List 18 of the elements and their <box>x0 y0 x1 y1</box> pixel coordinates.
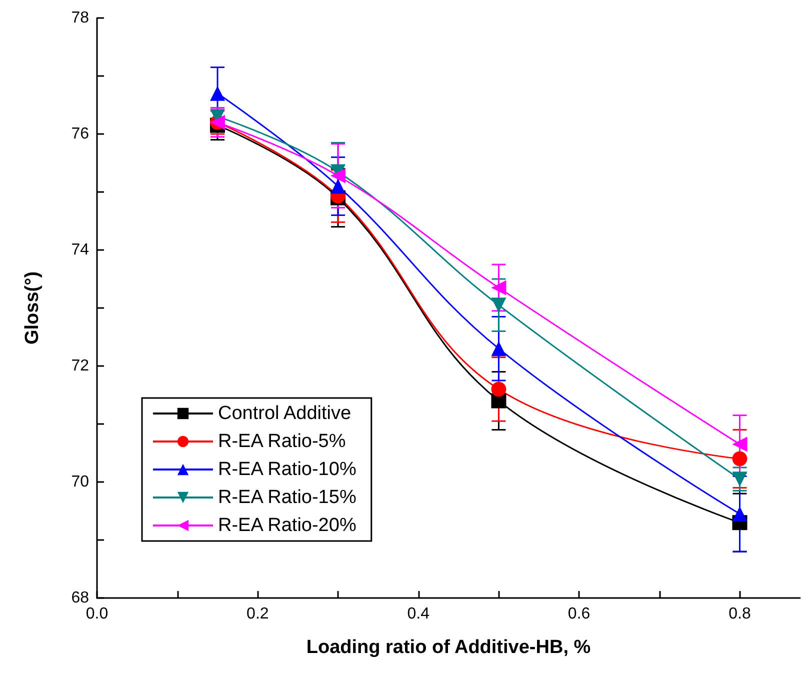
y-tick-label: 74 <box>71 242 90 258</box>
legend-label: R-EA Ratio-5% <box>218 431 346 452</box>
y-tick-label: 70 <box>71 474 90 490</box>
y-tick-label: 76 <box>71 126 90 142</box>
y-tick-label: 78 <box>71 10 90 26</box>
x-tick-label: 0.6 <box>568 606 590 622</box>
x-tick-label: 0.8 <box>728 606 751 622</box>
y-axis-title: Gloss(°) <box>22 271 43 345</box>
legend-label: Control Additive <box>218 403 352 424</box>
legend-label: R-EA Ratio-15% <box>218 487 356 508</box>
x-tick-label: 0.0 <box>86 606 108 622</box>
legend-label: R-EA Ratio-10% <box>218 459 356 480</box>
y-tick-label: 72 <box>71 358 90 374</box>
legend-label: R-EA Ratio-20% <box>218 515 356 536</box>
x-axis-title: Loading ratio of Additive-HB, % <box>306 637 591 658</box>
y-tick-label: 68 <box>71 590 90 606</box>
x-tick-label: 0.2 <box>246 606 269 622</box>
x-tick-label: 0.4 <box>407 606 430 622</box>
